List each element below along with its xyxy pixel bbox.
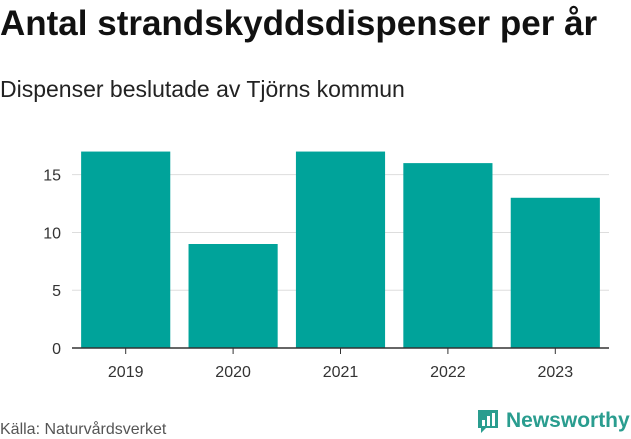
chart-subtitle: Dispenser beslutade av Tjörns kommun: [0, 76, 405, 102]
source-note: Källa: Naturvårdsverket: [0, 421, 167, 438]
bar-2022: [403, 163, 493, 348]
brand-name: Newsworthy: [506, 409, 630, 432]
bars: [81, 151, 600, 348]
x-tick-label: 2021: [323, 364, 359, 381]
y-tick-label: 0: [52, 341, 61, 358]
bar-chart: 0 5 10 15 2019 2020 2021 2022 2023: [43, 151, 609, 381]
x-tick-label: 2019: [108, 364, 144, 381]
x-tick-label: 2023: [538, 364, 574, 381]
y-tick-label: 15: [43, 168, 61, 185]
y-tick-label: 5: [52, 283, 61, 300]
x-tick-label: 2020: [215, 364, 251, 381]
bar-2021: [295, 151, 386, 348]
bar-chart-logo-icon: [478, 410, 498, 433]
bar-2019: [81, 151, 171, 348]
bar-2020: [188, 244, 278, 348]
brand-logo: Newsworthy: [476, 408, 630, 434]
bar-2023: [510, 197, 600, 348]
axes: 0 5 10 15 2019 2020 2021 2022 2023: [43, 168, 609, 381]
y-tick-label: 10: [43, 225, 61, 242]
x-tick-label: 2022: [430, 364, 466, 381]
chart-title: Antal strandskyddsdispenser per år: [0, 4, 598, 43]
